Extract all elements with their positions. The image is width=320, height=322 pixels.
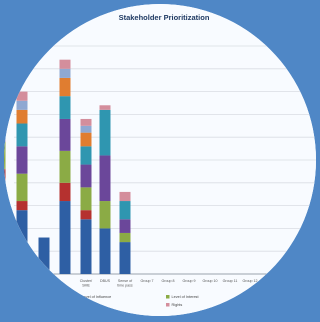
bar-segment-6-4 (119, 201, 131, 220)
bar-segment-5-0 (99, 228, 111, 274)
x-tick-label-4: Cluster/SME (80, 279, 92, 288)
bar-segment-4-2 (80, 187, 92, 211)
x-tick-label-7: Group 7 (141, 279, 154, 283)
bar-segment-6-3 (119, 219, 131, 233)
chart: Stakeholder Prioritization Cluster/SME DB… (4, 4, 316, 316)
bar-segment-1-4 (16, 123, 28, 147)
bar-segment-3-1 (59, 182, 71, 202)
bars (4, 55, 131, 274)
bar-segment-3-0 (59, 201, 71, 274)
bar-segment-3-3 (59, 118, 71, 151)
bar-segment-4-5 (80, 132, 92, 147)
chart-frame: Stakeholder Prioritization Cluster/SME DB… (4, 4, 316, 316)
legend: Level of Influence Level of Interest Right… (76, 295, 199, 307)
x-tick-label-6: Sense of time pass (117, 279, 133, 288)
bar-segment-4-3 (80, 164, 92, 188)
bar-segment-1-3 (16, 146, 28, 174)
x-tick-label-10: Group 10 (203, 279, 218, 283)
bar-segment-0-2 (4, 141, 6, 170)
bar-segment-1-2 (16, 173, 28, 202)
bar-segment-0-6 (4, 68, 6, 78)
bar-segment-3-5 (59, 77, 71, 97)
bar-segment-5-7 (99, 105, 111, 110)
bar-segment-5-3 (99, 155, 111, 202)
legend-swatch-0 (76, 295, 80, 299)
bar-segment-6-0 (119, 242, 131, 274)
bar-segment-4-1 (80, 210, 92, 220)
bar-segment-6-7 (119, 191, 131, 202)
x-tick-label-11: Group 11 (223, 279, 238, 283)
legend-label-2: Rights (172, 303, 183, 307)
legend-swatch-1 (166, 295, 170, 299)
x-tick-label-12: Group 12 (243, 279, 258, 283)
bar-segment-4-0 (80, 219, 92, 274)
bar-segment-1-7 (16, 91, 28, 101)
x-tick-label-9: Group 9 (183, 279, 196, 283)
bar-segment-0-3 (4, 114, 6, 142)
x-tick-label-5: DBUS (100, 279, 111, 283)
bar-segment-4-7 (80, 118, 92, 126)
x-tick-label-8: Group 8 (162, 279, 175, 283)
bar-segment-6-2 (119, 232, 131, 243)
bar-segment-4-6 (80, 125, 92, 133)
bar-segment-5-2 (99, 201, 111, 229)
bar-segment-3-2 (59, 150, 71, 183)
x-axis-labels: Cluster/SME DBUS Sense of time pass Group 7 G… (80, 279, 258, 288)
bar-segment-0-5 (4, 77, 6, 92)
chart-title: Stakeholder Prioritization (119, 13, 210, 22)
bar-segment-4-4 (80, 146, 92, 165)
legend-swatch-2 (166, 303, 170, 307)
bar-segment-0-0 (4, 191, 6, 274)
bar-segment-1-5 (16, 109, 28, 124)
bar-segment-0-1 (4, 169, 6, 192)
bar-segment-1-0 (16, 210, 28, 274)
bar-segment-3-7 (59, 59, 71, 69)
bar-segment-1-1 (16, 201, 28, 211)
bar-segment-1-6 (16, 100, 28, 110)
bar-segment-5-4 (99, 109, 111, 156)
bar-segment-0-4 (4, 91, 6, 115)
legend-label-0: Level of Influence (82, 295, 112, 299)
bar-segment-0-7 (4, 55, 6, 69)
bar-segment-3-4 (59, 96, 71, 119)
bar-segment-3-6 (59, 68, 71, 78)
legend-label-1: Level of Interest (172, 295, 200, 299)
bar-segment-2-0 (38, 237, 50, 274)
